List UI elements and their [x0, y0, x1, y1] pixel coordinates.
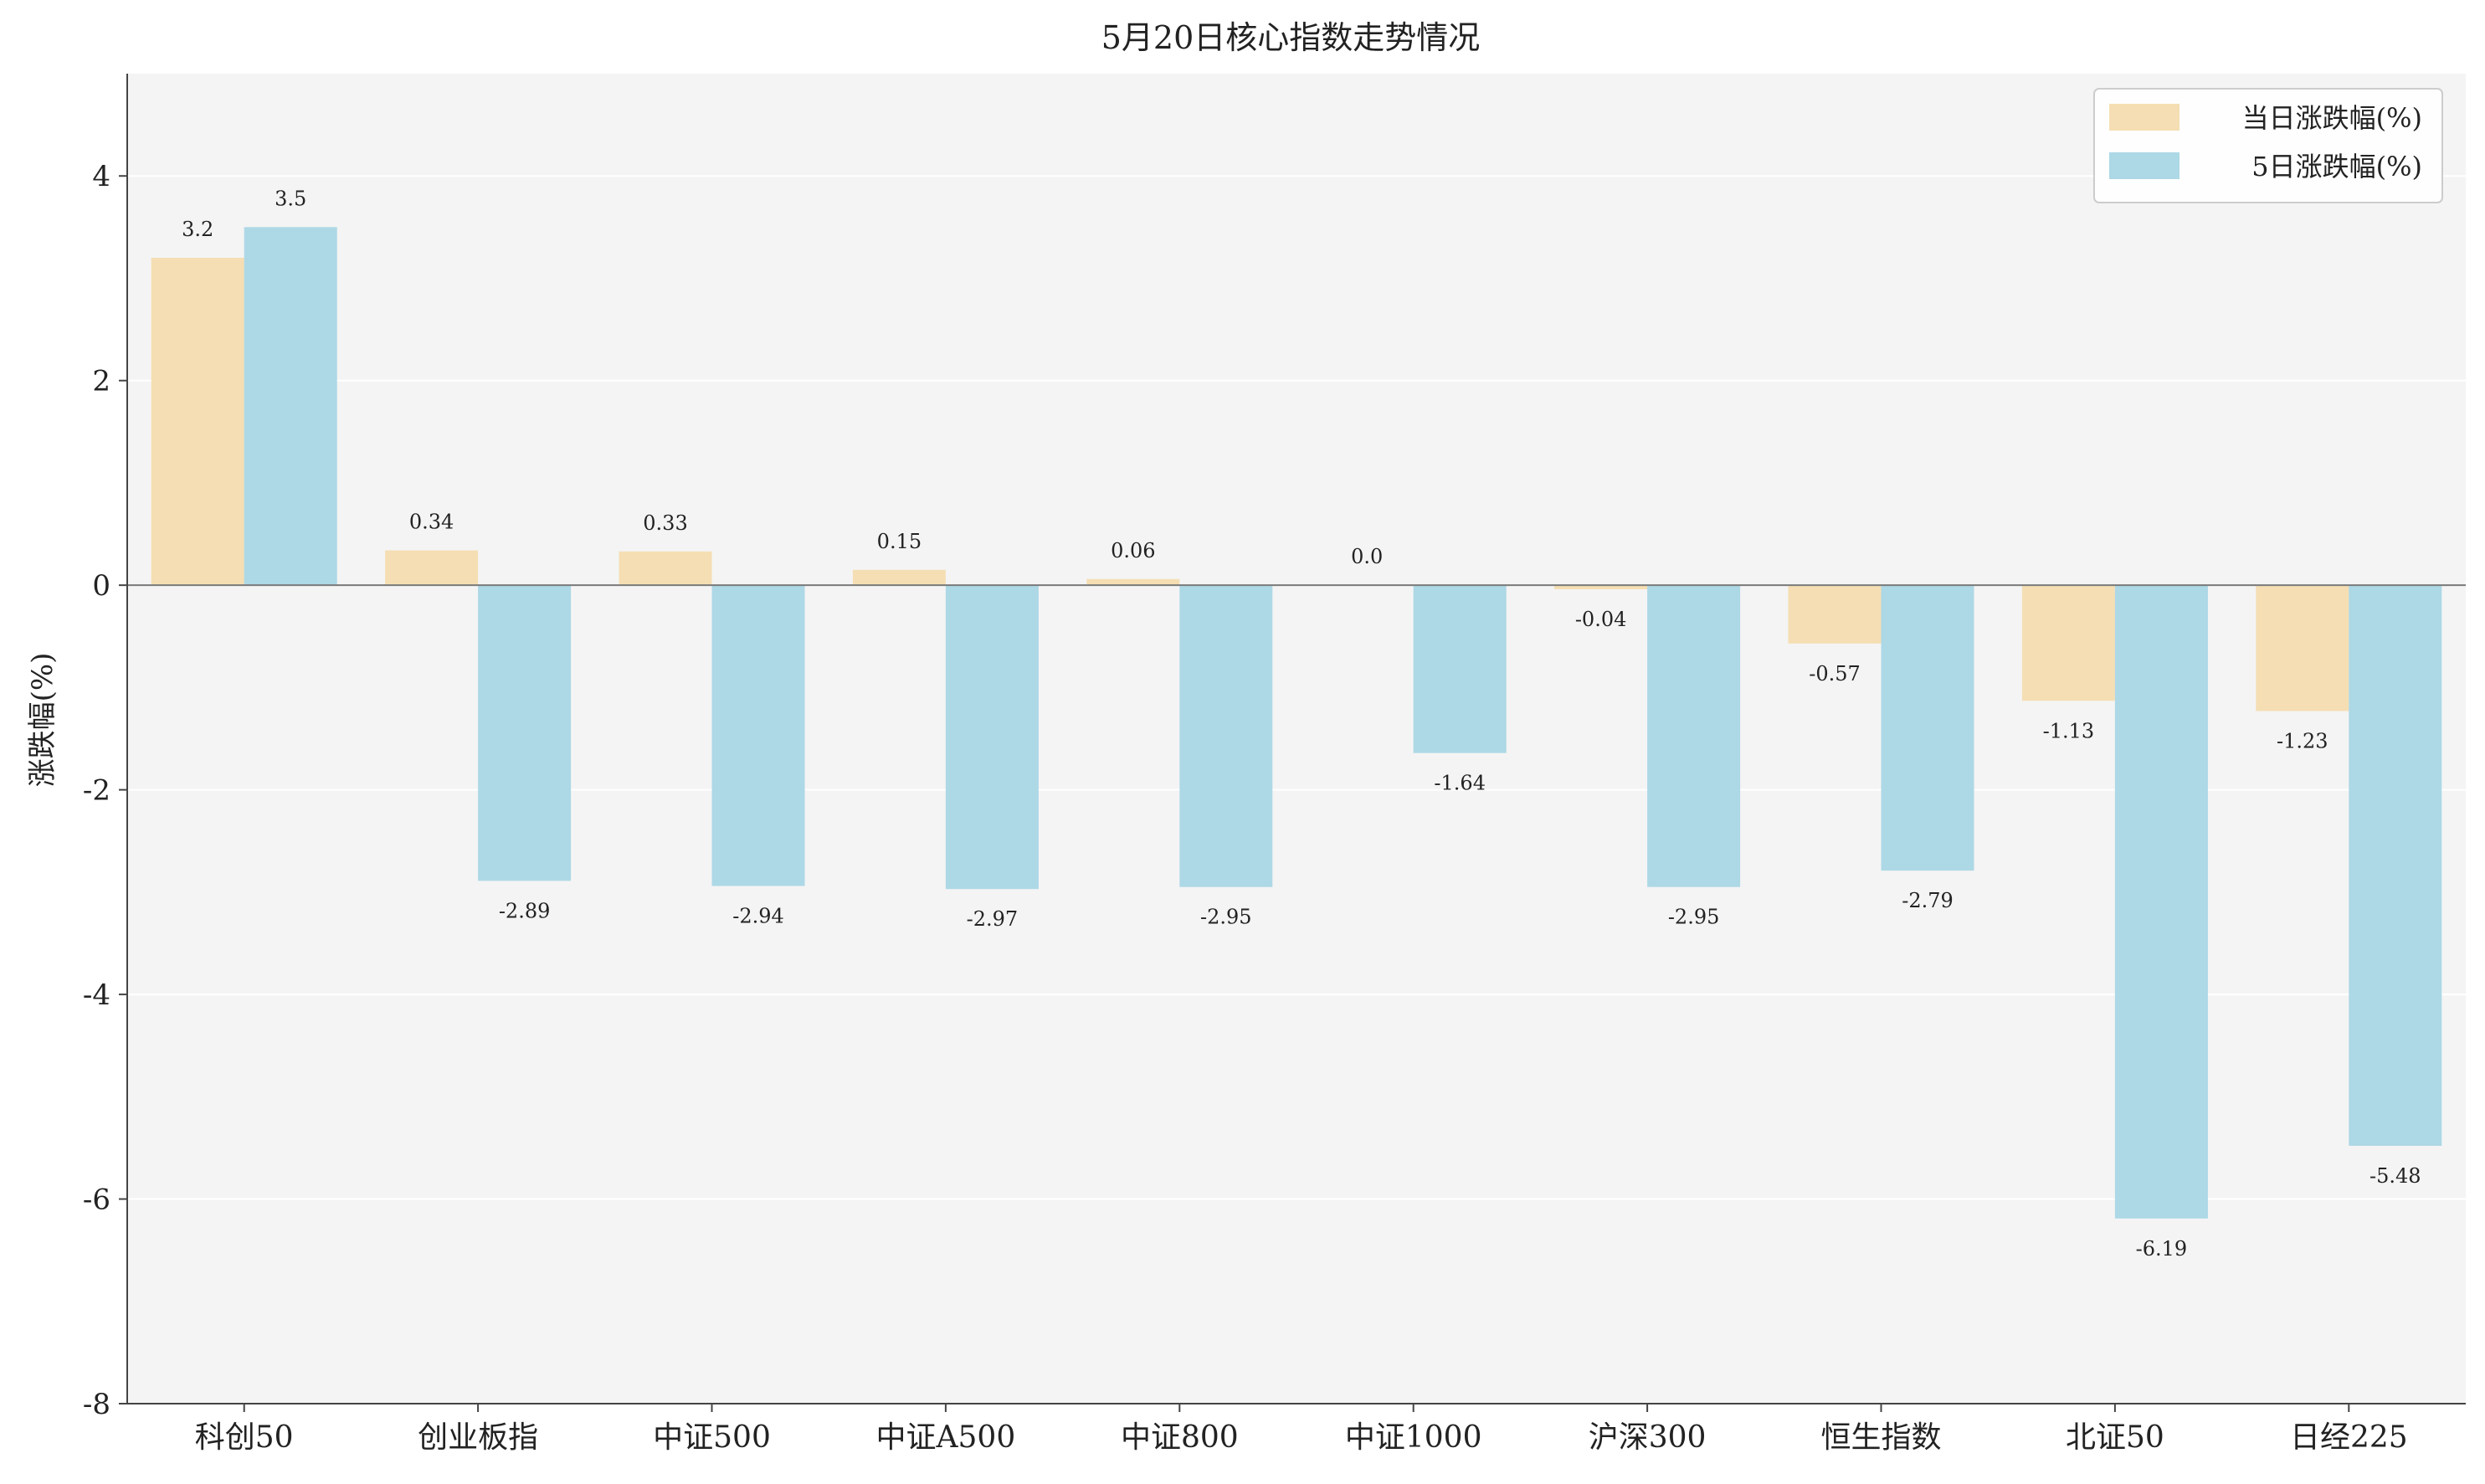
- y-tick-label: -2: [83, 774, 110, 808]
- legend-label-1: 5日涨跌幅(%): [2251, 151, 2422, 182]
- x-tick-label-9: 日经225: [2290, 1420, 2408, 1455]
- data-label-s0-1: 0.34: [409, 511, 454, 534]
- bar-s0-0: [151, 258, 244, 586]
- axes-layer: 4 2 0 -2 -4 -6 -8 科创50 创业板指 中证500 中证A500 中证800 中证100…: [83, 74, 2466, 1455]
- x-tick-label-4: 中证800: [1121, 1420, 1239, 1455]
- y-tick-label: 4: [92, 160, 110, 193]
- data-label-s1-1: -2.89: [499, 899, 551, 922]
- data-label-s0-6: -0.04: [1575, 608, 1627, 631]
- data-label-s0-9: -1.23: [2277, 729, 2328, 752]
- data-label-s0-7: -0.57: [1809, 662, 1861, 686]
- data-label-s0-3: 0.15: [877, 530, 922, 553]
- bar-s0-6: [1554, 585, 1648, 590]
- data-label-s0-5: 0.0: [1351, 545, 1383, 568]
- bar-s1-2: [711, 585, 805, 886]
- y-tick-label: -4: [83, 978, 110, 1012]
- bar-s1-7: [1881, 585, 1974, 871]
- x-tick-label-6: 沪深300: [1589, 1420, 1707, 1455]
- bar-s0-4: [1086, 578, 1180, 586]
- data-label-s1-2: -2.94: [732, 905, 784, 928]
- x-tick-label-1: 创业板指: [418, 1420, 538, 1455]
- bar-s1-3: [945, 585, 1039, 890]
- legend: 当日涨跌幅(%) 5日涨跌幅(%): [2093, 88, 2443, 203]
- data-label-s1-9: -5.48: [2369, 1164, 2421, 1188]
- bar-s1-0: [244, 227, 337, 586]
- y-tick-label: 2: [92, 365, 110, 398]
- data-label-s0-2: 0.33: [643, 511, 687, 535]
- data-label-s0-0: 3.2: [182, 218, 213, 241]
- bar-s0-3: [852, 569, 946, 586]
- y-tick-label: 0: [92, 569, 110, 603]
- data-label-s1-3: -2.97: [967, 907, 1019, 931]
- bar-s1-8: [2114, 585, 2208, 1219]
- data-labels-layer: 3.2 3.5 0.34 -2.89 0.33 -2.94 0.15 -2.97 0.06 -2.…: [182, 187, 2421, 1260]
- bar-s1-9: [2349, 585, 2442, 1146]
- bar-s0-8: [2021, 585, 2115, 701]
- y-tick-label: -8: [83, 1388, 110, 1421]
- y-axis-label: 涨跌幅(%): [26, 653, 59, 788]
- data-label-s1-4: -2.95: [1200, 906, 1252, 929]
- data-label-s1-8: -6.19: [2136, 1237, 2188, 1261]
- x-tick-label-8: 北证50: [2066, 1420, 2164, 1455]
- chart-title: 5月20日核心指数走势情况: [1101, 19, 1481, 56]
- bar-s0-2: [619, 551, 712, 586]
- legend-swatch-1: [2109, 152, 2180, 179]
- x-tick-label-3: 中证A500: [876, 1420, 1016, 1455]
- bar-s1-6: [1647, 585, 1741, 887]
- bar-s1-1: [478, 585, 572, 881]
- bars-layer: [151, 227, 2442, 1219]
- x-tick-label-5: 中证1000: [1345, 1420, 1482, 1455]
- data-label-s1-0: 3.5: [275, 187, 306, 210]
- legend-label-0: 当日涨跌幅(%): [2242, 102, 2422, 134]
- data-label-s1-7: -2.79: [1902, 889, 1954, 912]
- x-tick-label-2: 中证500: [653, 1420, 771, 1455]
- bar-s1-5: [1413, 585, 1507, 753]
- legend-swatch-0: [2109, 104, 2180, 131]
- y-tick-label: -6: [83, 1184, 110, 1217]
- data-label-s1-6: -2.95: [1668, 906, 1720, 929]
- bar-s0-7: [1788, 585, 1882, 644]
- data-label-s1-5: -1.64: [1434, 772, 1486, 795]
- x-tick-label-0: 科创50: [195, 1420, 294, 1455]
- bar-s1-4: [1179, 585, 1273, 887]
- bar-s0-9: [2256, 585, 2349, 711]
- data-label-s0-8: -1.13: [2043, 719, 2095, 742]
- data-label-s0-4: 0.06: [1111, 539, 1155, 562]
- x-tick-label-7: 恒生指数: [1820, 1420, 1941, 1455]
- legend-box: [2093, 88, 2443, 203]
- bar-s0-1: [385, 550, 479, 586]
